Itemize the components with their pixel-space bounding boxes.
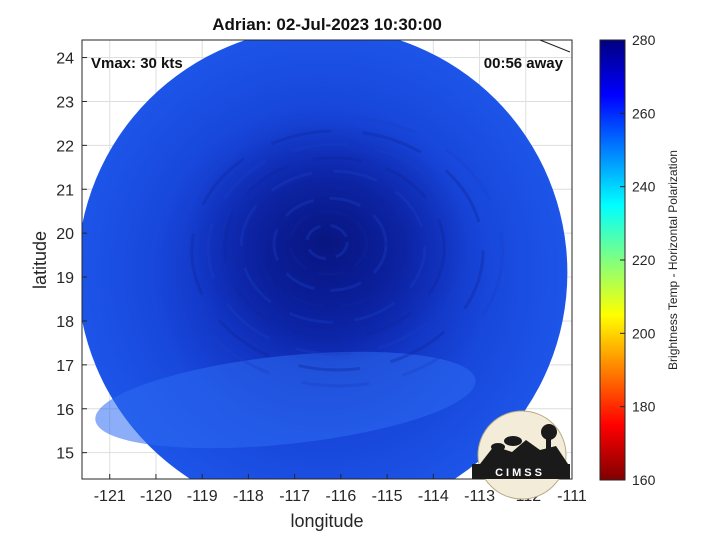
spiral-band xyxy=(272,196,388,292)
colorbar-tick-label: 200 xyxy=(632,325,656,341)
spiral-band xyxy=(288,210,369,276)
spiral-band xyxy=(223,156,446,340)
y-tick-label: 16 xyxy=(56,402,74,419)
y-tick-label: 24 xyxy=(56,51,74,68)
x-tick-label: -114 xyxy=(418,488,449,505)
corner-artifact xyxy=(539,39,571,53)
x-tick-label: -113 xyxy=(464,488,495,505)
colorbar-tick-label: 260 xyxy=(632,105,656,121)
swath-light-band xyxy=(95,351,476,449)
colorbar-tick-label: 220 xyxy=(632,252,656,268)
y-tick-label: 15 xyxy=(56,446,74,463)
colorbar-tick-label: 240 xyxy=(632,179,656,195)
plot-frame xyxy=(81,39,573,480)
time-away-annotation: 00:56 away xyxy=(484,55,564,72)
y-tick-label: 23 xyxy=(56,94,74,111)
cimss-logo-text: CIMSS xyxy=(495,467,545,479)
spiral-band xyxy=(305,223,349,261)
y-tick-label: 21 xyxy=(56,182,74,199)
y-axis: 15 16 17 18 19 20 21 22 23 24 xyxy=(56,51,87,463)
y-tick-label: 19 xyxy=(56,270,74,287)
x-axis-label: longitude xyxy=(290,511,363,531)
spiral-band xyxy=(256,183,407,308)
y-axis-label: latitude xyxy=(30,231,50,289)
x-tick-label: -119 xyxy=(187,488,218,505)
colorbar-tick-label: 180 xyxy=(632,399,656,415)
storm-core xyxy=(184,119,470,365)
x-tick-label: -111 xyxy=(557,488,587,505)
colorbar-label: Brightness Temp - Horizontal Polarizatio… xyxy=(666,150,680,370)
colorbar-tick-label: 160 xyxy=(632,472,656,488)
x-tick-label: -118 xyxy=(233,488,264,505)
y-tick-label: 17 xyxy=(56,358,74,375)
spiral-band xyxy=(173,115,505,388)
x-tick-label: -121 xyxy=(94,488,126,505)
y-tick-label: 18 xyxy=(56,314,74,331)
x-tick-label: -117 xyxy=(279,488,310,505)
spiral-band xyxy=(239,169,427,324)
x-tick-label: -120 xyxy=(140,488,172,505)
colorbar-ticks: 280 260 240 220 200 180 160 xyxy=(620,32,656,488)
y-tick-label: 22 xyxy=(56,138,74,155)
x-tick-label: -116 xyxy=(325,488,356,505)
spiral-bands xyxy=(173,115,505,388)
spiral-band xyxy=(190,129,485,372)
x-tick-label: -115 xyxy=(372,488,403,505)
vmax-annotation: Vmax: 30 kts xyxy=(91,55,183,72)
swath-layer xyxy=(82,40,568,479)
y-tick-label: 20 xyxy=(56,226,74,243)
cimss-logo: CIMSS xyxy=(472,410,570,500)
chart-title: Adrian: 02-Jul-2023 10:30:00 xyxy=(212,15,442,34)
colorbar-tick-label: 280 xyxy=(632,32,656,48)
spiral-band xyxy=(206,142,466,356)
